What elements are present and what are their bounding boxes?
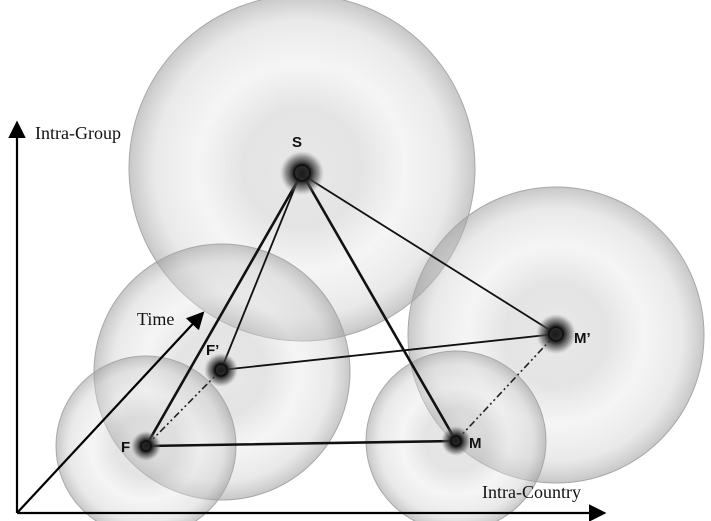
edge-s-f-prime — [220, 174, 301, 371]
node-s — [280, 151, 324, 195]
node-m — [441, 426, 471, 456]
nodes — [131, 151, 576, 461]
edge-s-f — [144, 173, 303, 448]
x-axis-label: Intra-Country — [482, 482, 581, 502]
node-label-f-prime: F’ — [206, 342, 219, 359]
time-axis — [16, 311, 205, 514]
node-f-prime — [204, 353, 238, 387]
edge-f-m — [144, 439, 458, 448]
node-label-f: F — [121, 439, 130, 456]
y-axis-label: Intra-Group — [35, 123, 121, 143]
node-label-m-prime: M’ — [574, 330, 591, 347]
edge-s-m-prime — [302, 174, 557, 335]
time-axis-label: Time — [137, 309, 174, 329]
node-m-prime — [536, 314, 576, 354]
edge-s-m — [301, 173, 458, 443]
edge-m-m-prime-dashed — [455, 333, 557, 442]
node-f — [131, 431, 161, 461]
axes — [8, 120, 607, 521]
node-label-s: S — [292, 134, 302, 151]
edges — [144, 173, 557, 448]
bubbles — [55, 0, 705, 521]
edge-f-prime-m-prime — [220, 333, 557, 371]
node-label-m: M — [469, 435, 482, 452]
